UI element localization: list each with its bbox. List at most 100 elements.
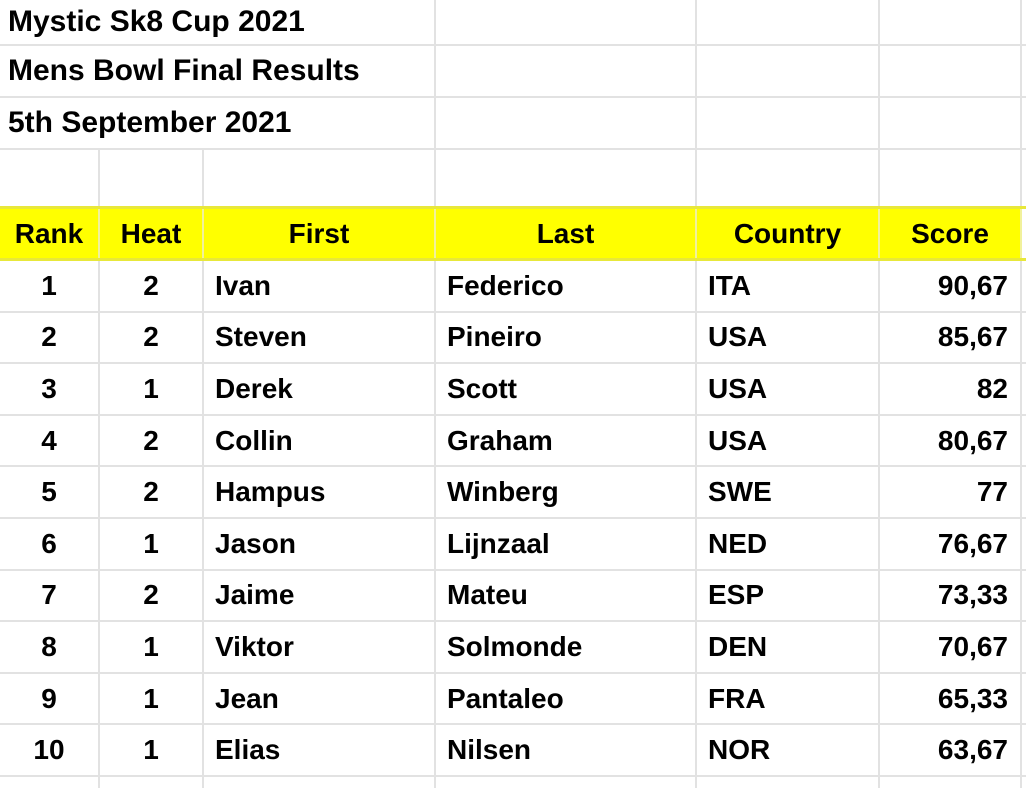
country-cell[interactable]: USA xyxy=(697,312,880,363)
rank-cell[interactable]: 8 xyxy=(0,622,100,672)
rank-cell[interactable]: 3 xyxy=(0,364,100,414)
empty-cell[interactable] xyxy=(100,150,204,206)
empty-cell[interactable] xyxy=(880,98,1022,148)
title-row-3: 5th September 2021 xyxy=(0,98,1026,150)
last-name-cell[interactable]: Mateu xyxy=(436,570,697,621)
heat-cell[interactable]: 1 xyxy=(100,364,204,414)
empty-cell[interactable] xyxy=(436,776,697,788)
rank-cell[interactable]: 5 xyxy=(0,467,100,517)
heat-cell[interactable]: 1 xyxy=(100,622,204,672)
country-cell[interactable]: USA xyxy=(697,364,880,414)
score-cell[interactable]: 70,67 xyxy=(880,622,1022,672)
heat-cell[interactable]: 2 xyxy=(100,312,204,363)
country-cell[interactable]: NOR xyxy=(697,725,880,775)
score-cell[interactable]: 82 xyxy=(880,364,1022,414)
score-cell[interactable]: 77 xyxy=(880,467,1022,517)
first-name-cell[interactable]: Ivan xyxy=(204,261,436,311)
heat-cell[interactable]: 2 xyxy=(100,415,204,466)
last-name-cell[interactable]: Graham xyxy=(436,415,697,466)
last-name-cell[interactable]: Pineiro xyxy=(436,312,697,363)
country-cell[interactable]: USA xyxy=(697,415,880,466)
empty-cell xyxy=(1022,519,1026,569)
last-name-cell[interactable]: Federico xyxy=(436,261,697,311)
empty-cell xyxy=(1022,0,1026,44)
empty-cell[interactable] xyxy=(436,46,697,96)
first-name-cell[interactable]: Jason xyxy=(204,518,436,569)
score-cell[interactable]: 63,67 xyxy=(880,725,1022,775)
empty-cell[interactable] xyxy=(436,150,697,206)
heat-cell[interactable]: 1 xyxy=(100,518,204,569)
country-cell[interactable]: ESP xyxy=(697,570,880,621)
empty-cell xyxy=(1022,209,1026,258)
country-cell[interactable]: NED xyxy=(697,518,880,569)
first-name-cell[interactable]: Elias xyxy=(204,725,436,775)
header-cell-last[interactable]: Last xyxy=(436,209,697,258)
last-name-cell[interactable]: Pantaleo xyxy=(436,673,697,724)
last-name-cell[interactable]: Scott xyxy=(436,364,697,414)
rank-cell[interactable]: 10 xyxy=(0,725,100,775)
empty-cell[interactable] xyxy=(880,46,1022,96)
country-cell[interactable]: FRA xyxy=(697,673,880,724)
header-cell-country[interactable]: Country xyxy=(697,209,880,258)
first-name-cell[interactable]: Jean xyxy=(204,673,436,724)
empty-cell[interactable] xyxy=(697,150,880,206)
header-cell-score[interactable]: Score xyxy=(880,209,1022,258)
title-cell-date[interactable]: 5th September 2021 xyxy=(0,98,436,148)
heat-cell[interactable]: 1 xyxy=(100,673,204,724)
heat-cell[interactable]: 2 xyxy=(100,467,204,517)
last-name-cell[interactable]: Nilsen xyxy=(436,725,697,775)
heat-cell[interactable]: 2 xyxy=(100,261,204,311)
empty-cell[interactable] xyxy=(697,98,880,148)
empty-cell[interactable] xyxy=(880,150,1022,206)
rank-cell[interactable]: 9 xyxy=(0,673,100,724)
empty-cell[interactable] xyxy=(100,776,204,788)
rank-cell[interactable]: 2 xyxy=(0,312,100,363)
empty-cell[interactable] xyxy=(204,150,436,206)
heat-cell[interactable]: 2 xyxy=(100,570,204,621)
rank-cell[interactable]: 1 xyxy=(0,261,100,311)
header-cell-rank[interactable]: Rank xyxy=(0,209,100,258)
first-name-cell[interactable]: Derek xyxy=(204,364,436,414)
heat-cell[interactable]: 1 xyxy=(100,725,204,775)
title-row-2: Mens Bowl Final Results xyxy=(0,46,1026,98)
empty-cell[interactable] xyxy=(204,776,436,788)
country-cell[interactable]: ITA xyxy=(697,261,880,311)
first-name-cell[interactable]: Steven xyxy=(204,312,436,363)
rank-cell[interactable]: 7 xyxy=(0,570,100,621)
header-cell-first[interactable]: First xyxy=(204,209,436,258)
first-name-cell[interactable]: Hampus xyxy=(204,467,436,517)
country-cell[interactable]: SWE xyxy=(697,467,880,517)
empty-cell[interactable] xyxy=(880,776,1022,788)
last-name-cell[interactable]: Lijnzaal xyxy=(436,518,697,569)
empty-cell[interactable] xyxy=(0,150,100,206)
title-cell-event[interactable]: Mystic Sk8 Cup 2021 xyxy=(0,0,436,44)
rank-cell[interactable]: 6 xyxy=(0,518,100,569)
empty-cell xyxy=(1022,261,1026,311)
empty-cell[interactable] xyxy=(697,46,880,96)
last-name-cell[interactable]: Winberg xyxy=(436,467,697,517)
empty-cell[interactable] xyxy=(697,0,880,44)
first-name-cell[interactable]: Viktor xyxy=(204,622,436,672)
country-cell[interactable]: DEN xyxy=(697,622,880,672)
empty-cell[interactable] xyxy=(697,776,880,788)
title-cell-subtitle[interactable]: Mens Bowl Final Results xyxy=(0,46,436,96)
score-cell[interactable]: 73,33 xyxy=(880,570,1022,621)
first-name-cell[interactable]: Collin xyxy=(204,415,436,466)
empty-cell[interactable] xyxy=(880,0,1022,44)
score-cell[interactable]: 65,33 xyxy=(880,673,1022,724)
table-row: 2 2 Steven Pineiro USA 85,67 xyxy=(0,312,1026,365)
empty-cell[interactable] xyxy=(436,98,697,148)
table-header-row: Rank Heat First Last Country Score xyxy=(0,206,1026,261)
score-cell[interactable]: 85,67 xyxy=(880,312,1022,363)
score-cell[interactable]: 90,67 xyxy=(880,261,1022,311)
header-cell-heat[interactable]: Heat xyxy=(100,209,204,258)
empty-cell[interactable] xyxy=(0,776,100,788)
last-name-cell[interactable]: Solmonde xyxy=(436,622,697,672)
first-name-cell[interactable]: Jaime xyxy=(204,570,436,621)
score-cell[interactable]: 80,67 xyxy=(880,415,1022,466)
table-row: 10 1 Elias Nilsen NOR 63,67 xyxy=(0,725,1026,777)
score-cell[interactable]: 76,67 xyxy=(880,518,1022,569)
rank-cell[interactable]: 4 xyxy=(0,415,100,466)
empty-cell[interactable] xyxy=(436,0,697,44)
